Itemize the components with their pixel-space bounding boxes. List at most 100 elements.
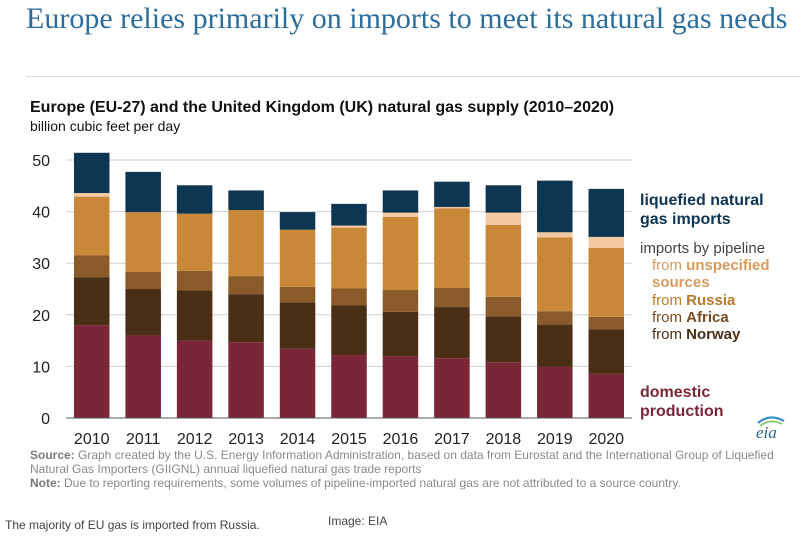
bar-segment bbox=[228, 210, 264, 277]
bar-segment bbox=[228, 294, 264, 343]
source-note: Source: Graph created by the U.S. Energy… bbox=[30, 448, 790, 490]
x-tick-label: 2014 bbox=[280, 431, 316, 448]
bar-segment bbox=[73, 152, 110, 194]
bar-segment bbox=[537, 311, 573, 325]
bar-segment bbox=[434, 206, 470, 209]
bar-segment bbox=[485, 225, 522, 297]
bar-segment bbox=[434, 358, 470, 418]
note-text: Due to reporting requirements, some volu… bbox=[64, 476, 681, 490]
eia-logo: eia bbox=[756, 416, 785, 440]
bar-segment bbox=[382, 311, 419, 357]
eia-logo-arc-2 bbox=[759, 420, 783, 427]
bar-segment bbox=[382, 190, 419, 213]
bar-segment bbox=[434, 208, 470, 288]
bar-segment bbox=[588, 329, 625, 374]
bar-segment bbox=[125, 271, 161, 289]
image-caption: The majority of EU gas is imported from … bbox=[5, 518, 260, 532]
source-text: Graph created by the U.S. Energy Informa… bbox=[30, 448, 774, 476]
bar-segment bbox=[125, 171, 161, 213]
bar-segment bbox=[176, 185, 213, 214]
chart-subtitle: billion cubic feet per day bbox=[30, 118, 181, 134]
bar-segment bbox=[382, 216, 419, 291]
bar-segment bbox=[279, 212, 316, 230]
x-tick-label: 2020 bbox=[588, 431, 624, 448]
bar-segment bbox=[176, 290, 213, 341]
bar-segment bbox=[228, 190, 264, 211]
bar-segment bbox=[73, 193, 110, 197]
bar-segment bbox=[434, 307, 470, 359]
divider bbox=[26, 76, 800, 77]
bar-segment bbox=[73, 255, 110, 278]
bar-segment bbox=[434, 181, 470, 207]
bar-segment bbox=[588, 236, 625, 248]
bar-segment bbox=[331, 355, 367, 418]
source-label: Source: bbox=[30, 448, 75, 462]
y-tick-label: 30 bbox=[32, 256, 50, 273]
x-tick-label: 2016 bbox=[383, 431, 419, 448]
bar-segment bbox=[537, 324, 573, 367]
bar-segment bbox=[228, 276, 264, 295]
bars bbox=[66, 152, 632, 419]
bar-segment bbox=[434, 287, 470, 308]
bar-segment bbox=[537, 180, 573, 233]
bar-segment bbox=[73, 277, 110, 326]
bar-segment bbox=[331, 227, 367, 289]
x-tick-label: 2017 bbox=[434, 431, 470, 448]
bar-segment bbox=[331, 225, 367, 228]
x-tick-label: 2015 bbox=[331, 431, 367, 448]
bar-segment bbox=[73, 325, 110, 418]
bar-segment bbox=[382, 356, 419, 418]
note-label: Note: bbox=[30, 476, 61, 490]
bar-segment bbox=[588, 247, 625, 317]
legend-pipeline-header: imports by pipeline bbox=[640, 240, 765, 257]
bar-segment bbox=[331, 203, 367, 226]
y-tick-label: 40 bbox=[32, 205, 50, 222]
legend-norway: from Norway bbox=[652, 326, 741, 343]
bar-segment bbox=[331, 305, 367, 356]
legend-domestic: domestic production bbox=[640, 384, 724, 420]
y-axis-ticks: 0 10 20 30 40 50 bbox=[32, 153, 50, 428]
x-tick-label: 2012 bbox=[177, 431, 213, 448]
bar-segment bbox=[125, 335, 161, 418]
bar-segment bbox=[485, 185, 522, 213]
bar-segment bbox=[125, 289, 161, 336]
y-tick-label: 0 bbox=[41, 411, 50, 428]
legend-africa: from Africa bbox=[652, 309, 729, 326]
x-tick-label: 2013 bbox=[228, 431, 264, 448]
bar-segment bbox=[125, 212, 161, 272]
y-tick-label: 20 bbox=[32, 308, 50, 325]
bar-segment bbox=[485, 296, 522, 317]
legend-russia: from Russia bbox=[652, 292, 736, 309]
bar-segment bbox=[279, 286, 316, 303]
legend-unspecified: from unspecified sources bbox=[652, 257, 774, 291]
bar-segment bbox=[279, 348, 316, 418]
bar-segment bbox=[537, 232, 573, 238]
bar-segment bbox=[588, 316, 625, 330]
bar-segment bbox=[588, 188, 625, 237]
bar-segment bbox=[279, 302, 316, 349]
bar-segment bbox=[382, 212, 419, 217]
bar-segment bbox=[73, 196, 110, 256]
bar-segment bbox=[537, 237, 573, 312]
y-tick-label: 50 bbox=[32, 153, 50, 170]
chart-title: Europe (EU-27) and the United Kingdom (U… bbox=[30, 99, 615, 116]
eia-logo-text: eia bbox=[756, 423, 777, 440]
x-tick-label: 2019 bbox=[537, 431, 573, 448]
legend: liquefied natural gas imports imports by… bbox=[640, 192, 774, 420]
bar-segment bbox=[176, 340, 213, 418]
bar-segment bbox=[485, 212, 522, 226]
x-axis-ticks: 2010 2011 2012 2013 2014 2015 2016 2017 2018 2019… bbox=[74, 431, 624, 448]
x-tick-label: 2010 bbox=[74, 431, 110, 448]
eia-logo-arc bbox=[757, 416, 785, 424]
bar-segment bbox=[176, 270, 213, 291]
bar-segment bbox=[485, 316, 522, 363]
headline: Europe relies primarily on imports to me… bbox=[26, 2, 788, 35]
bar-segment bbox=[176, 213, 213, 271]
x-tick-label: 2011 bbox=[126, 431, 161, 448]
bar-segment bbox=[588, 373, 625, 418]
bar-segment bbox=[279, 229, 316, 287]
bar-segment bbox=[485, 362, 522, 418]
bar-segment bbox=[228, 342, 264, 418]
image-credit: Image: EIA bbox=[328, 514, 388, 528]
